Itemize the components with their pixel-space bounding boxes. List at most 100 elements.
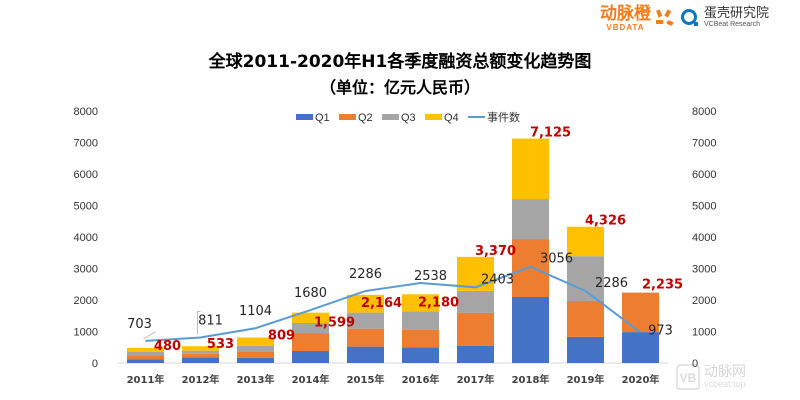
line-value-label: 2286 [595, 276, 628, 291]
line-value-label: 2538 [414, 269, 447, 284]
bar-segment-q4 [237, 337, 274, 346]
bar-segment-q1 [622, 332, 659, 363]
svg-text:VB: VB [680, 371, 697, 385]
vbdata-logo-en: VBDATA [606, 23, 645, 32]
y-tick-label: 2000 [74, 295, 98, 307]
bar-segment-q4 [292, 312, 329, 323]
legend-swatch-q2 [339, 114, 356, 120]
event-line [143, 265, 642, 342]
x-tick-label: 2012年 [182, 373, 220, 386]
bar-segment-q4 [127, 347, 164, 352]
vcbeat-logo-mark-icon [681, 9, 698, 26]
bar-segment-q3 [182, 350, 219, 354]
y-tick-label: 7000 [74, 138, 98, 150]
y2-tick-label: 4000 [692, 232, 716, 244]
line-value-label: 973 [648, 323, 673, 338]
x-tick-label: 2013年 [237, 373, 275, 386]
y-tick-label: 0 [92, 358, 98, 370]
total-label: 533 [207, 337, 234, 352]
total-label: 4,326 [585, 214, 626, 229]
x-tick-label: 2017年 [457, 373, 495, 386]
bar-segment-q1 [402, 347, 439, 363]
bar-segment-q1 [567, 336, 604, 363]
bar-segment-q4 [457, 256, 494, 291]
watermark-cn: 动脉网 [704, 364, 746, 380]
total-label: 480 [154, 339, 181, 354]
bar-segment-q2 [402, 329, 439, 348]
bar-segment-q2 [347, 328, 384, 347]
y2-tick-label: 3000 [692, 264, 716, 276]
x-tick-label: 2014年 [292, 373, 330, 386]
y2-tick-label: 8000 [692, 106, 716, 118]
vcbeat-logo-cn: 蛋壳研究院 [704, 5, 770, 21]
chart-title: 全球2011-2020年H1各季度融资总额变化趋势图 [208, 51, 592, 72]
total-label: 2,235 [642, 278, 683, 293]
bar-segment-q1 [512, 297, 549, 363]
bar-segment-q4 [567, 226, 604, 257]
total-label: 2,164 [361, 296, 402, 311]
line-labels: 703 811 1104 1680 2286 2538 2403 3056 2286 973 [127, 252, 673, 339]
bar-segment-q3 [292, 322, 329, 334]
x-tick-label: 2020年 [622, 373, 660, 386]
bar-segment-q3 [127, 351, 164, 356]
watermark-en: vcbeat.top [704, 379, 746, 389]
y2-tick-label: 7000 [692, 138, 716, 150]
bar-segment-q3 [512, 199, 549, 240]
y-tick-label: 3000 [74, 264, 98, 276]
line-value-label: 1680 [294, 286, 327, 301]
vbdata-logo-mark-icon [656, 9, 674, 26]
legend-swatch-q4 [425, 114, 442, 120]
y-tick-label: 6000 [74, 169, 98, 181]
bar-segment-q3 [402, 311, 439, 330]
y-axis-right: 0 1000 2000 3000 4000 5000 6000 7000 8000 [692, 106, 716, 370]
line-value-label: 3056 [540, 252, 573, 267]
bar-segment-q2 [567, 300, 604, 337]
y2-tick-label: 2000 [692, 295, 716, 307]
x-tick-label: 2011年 [127, 373, 165, 386]
y-tick-label: 4000 [74, 232, 98, 244]
bar-segment-q2 [182, 353, 219, 358]
y-tick-label: 1000 [74, 327, 98, 339]
line-value-label: 1104 [239, 304, 272, 319]
bar-segment-q4 [512, 138, 549, 200]
total-label: 7,125 [530, 126, 571, 141]
legend-swatch-q1 [296, 114, 313, 120]
vbdata-logo-cn: 动脉橙 [600, 4, 651, 24]
legend-label: Q1 [315, 112, 330, 124]
bar-segment-q4 [182, 346, 219, 351]
line-value-label: 811 [198, 313, 223, 328]
bar-segment-q2 [622, 292, 659, 333]
y-tick-label: 8000 [74, 106, 98, 118]
bar-segment-q3 [457, 290, 494, 313]
bar-segment-q4 [347, 294, 384, 313]
total-label: 1,599 [314, 316, 355, 331]
bar-segment-q1 [347, 346, 384, 363]
total-label: 2,180 [418, 295, 459, 310]
bar-segment-q2 [237, 351, 274, 358]
y2-tick-label: 0 [692, 358, 698, 370]
bar-segment-q3 [567, 256, 604, 301]
bar-segment-q3 [237, 345, 274, 352]
x-axis-labels: 2011年 2012年 2013年 2014年 2015年 2016年 2017年 2018年… [127, 373, 660, 386]
y-tick-label: 5000 [74, 201, 98, 213]
legend-label: Q2 [358, 112, 373, 124]
legend-label: Q3 [401, 112, 416, 124]
bar-segment-q1 [457, 345, 494, 363]
y-axis-left: 0 1000 2000 3000 4000 5000 6000 7000 8000 [74, 106, 98, 370]
watermark-vb-icon: VB [676, 364, 700, 390]
vcbeat-logo-en: VCBeat Research [704, 20, 761, 28]
total-label: 809 [268, 329, 295, 344]
total-label: 3,370 [475, 244, 516, 259]
y2-tick-label: 1000 [692, 327, 716, 339]
x-tick-label: 2016年 [402, 373, 440, 386]
label-leader-line [143, 331, 156, 340]
bars [127, 138, 659, 363]
bar-segment-q1 [237, 357, 274, 363]
bar-segment-q2 [127, 355, 164, 360]
legend-label: 事件数 [487, 111, 520, 124]
bar-segment-q2 [292, 333, 329, 352]
label-leader-line [197, 310, 201, 335]
vbdata-logo: 动脉橙 VBDATA [600, 6, 675, 32]
line-value-label: 2403 [481, 272, 514, 287]
